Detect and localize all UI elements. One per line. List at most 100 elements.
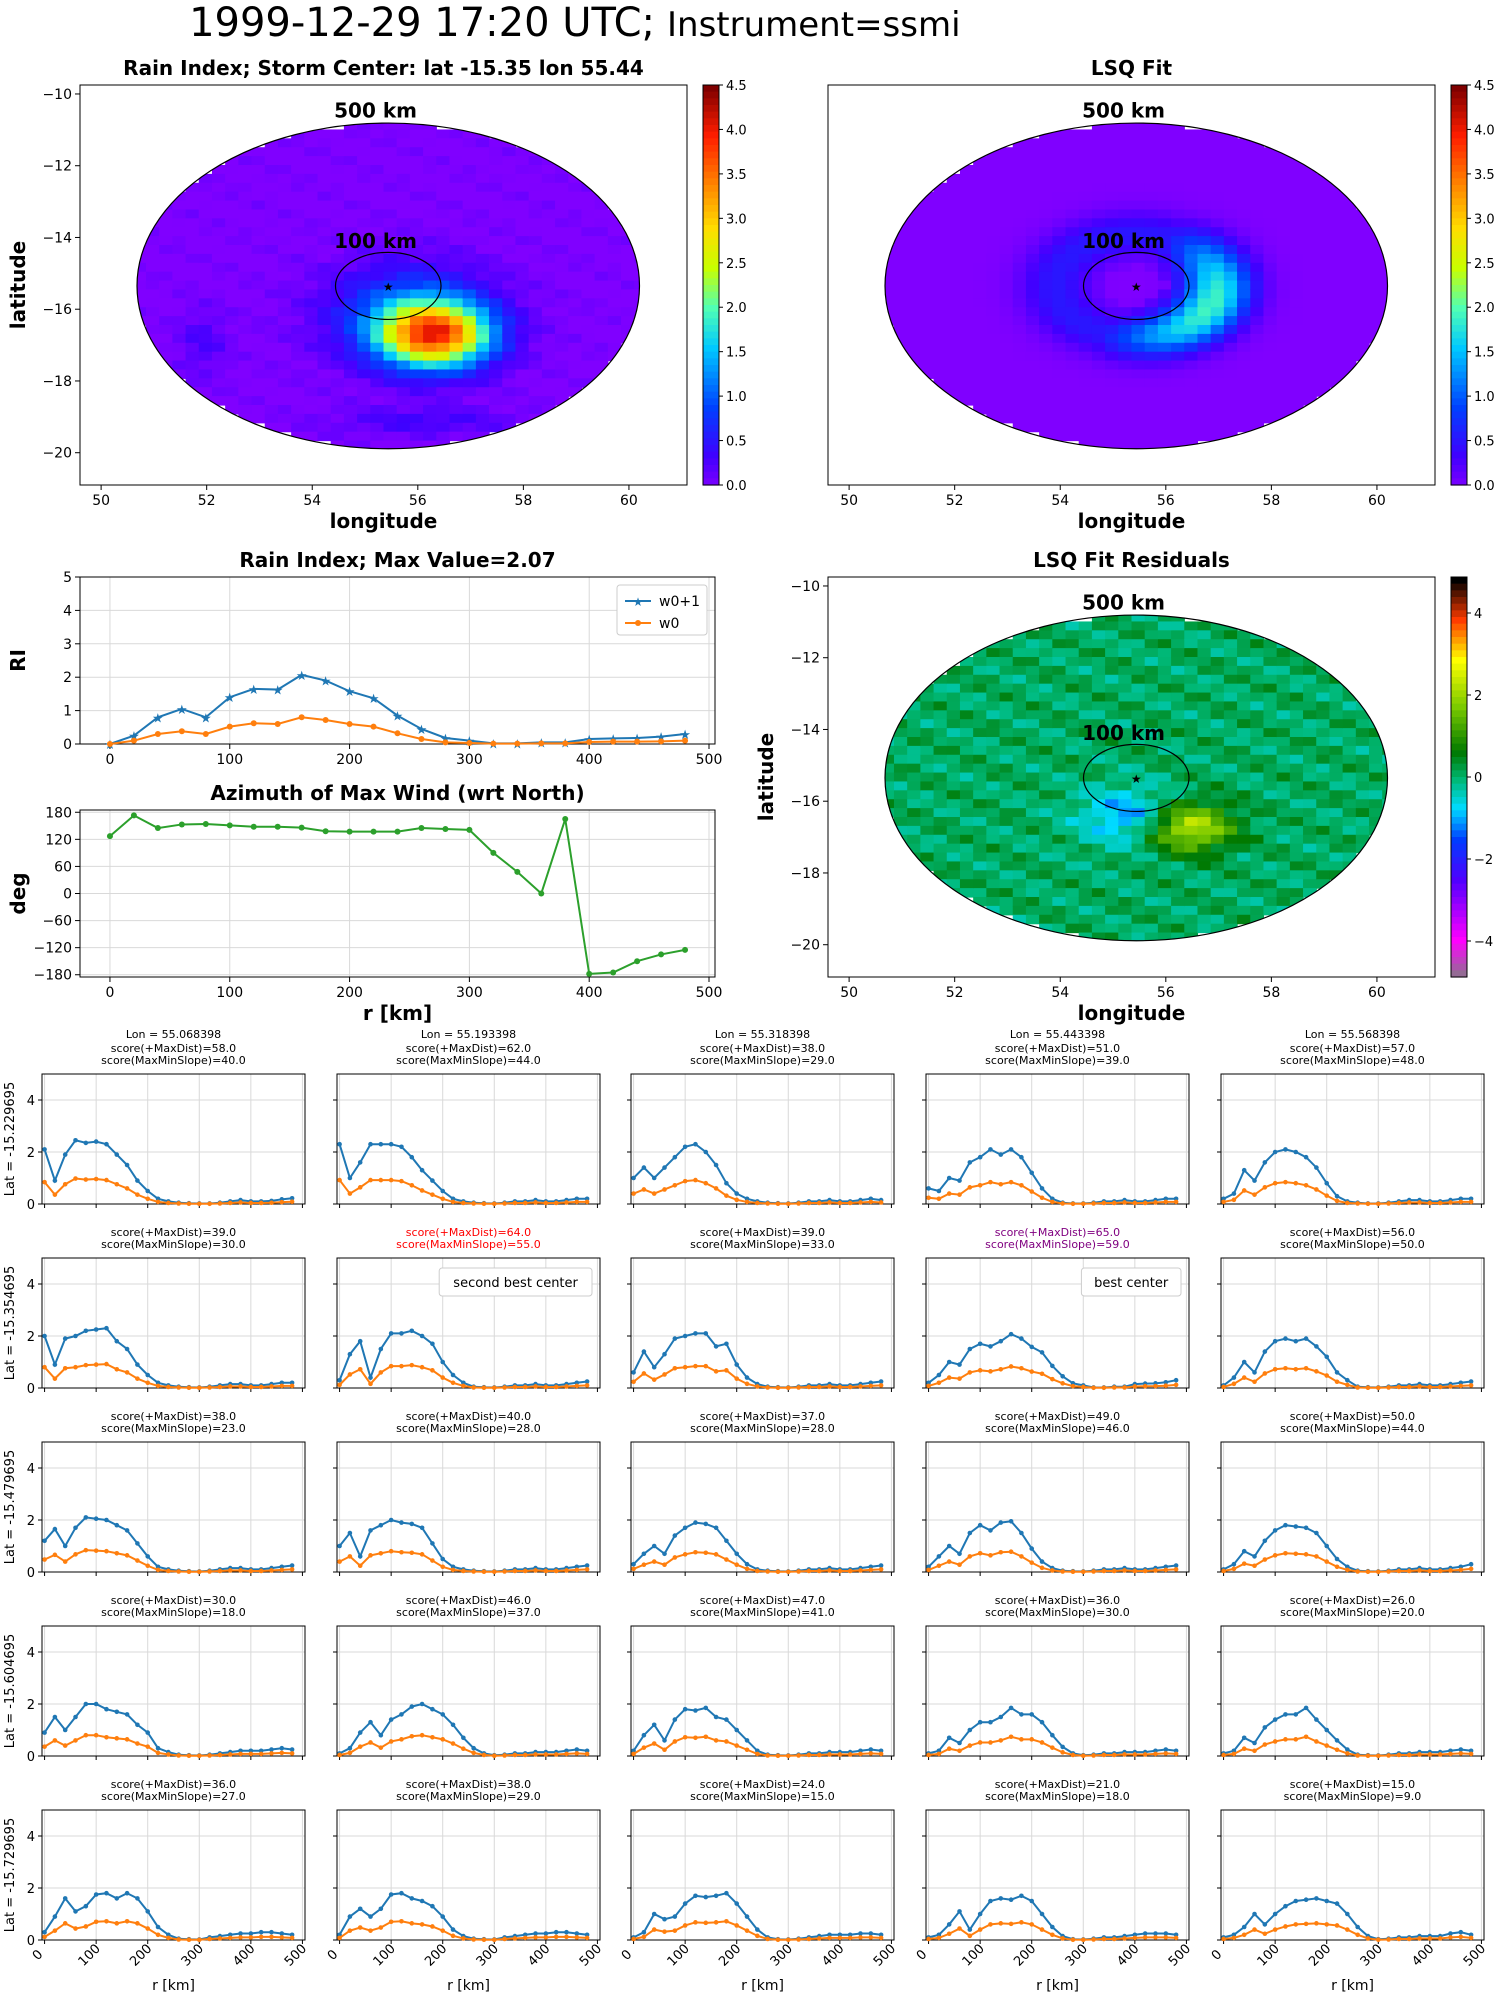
heatmap-cell	[1197, 298, 1212, 308]
heatmap-cell	[251, 360, 266, 371]
heatmap-cell	[291, 147, 305, 157]
heatmap-cell	[1091, 665, 1106, 676]
heatmap-cell	[291, 138, 305, 148]
heatmap-cell	[1091, 227, 1106, 237]
heatmap-cell	[1289, 333, 1304, 344]
data-point	[248, 1200, 254, 1206]
heatmap-cell	[185, 369, 200, 379]
data-point	[988, 1147, 993, 1152]
heatmap-cell	[462, 156, 477, 166]
heatmap-cell	[920, 692, 935, 703]
heatmap-cell	[907, 307, 921, 317]
colorbar-band	[1451, 937, 1467, 945]
data-point	[1283, 1522, 1288, 1528]
heatmap-cell	[959, 271, 974, 282]
heatmap-cell	[1276, 648, 1291, 658]
heatmap-cell	[1131, 280, 1146, 291]
heatmap-cell	[555, 307, 569, 317]
heatmap-cell	[383, 360, 398, 371]
heatmap-cell	[946, 843, 961, 854]
colorbar-band	[1451, 790, 1467, 798]
heatmap-cell	[291, 200, 305, 211]
heatmap-cell	[1131, 781, 1146, 791]
score-maxminslope: score(MaxMinSlope)=46.0	[985, 1422, 1130, 1435]
label-500km: 500 km	[1082, 590, 1165, 614]
heatmap-cell	[1118, 615, 1133, 623]
heatmap-cell	[999, 307, 1014, 317]
data-point	[734, 1376, 740, 1381]
data-point	[1163, 1383, 1169, 1389]
heatmap-cell	[462, 413, 477, 424]
heatmap-cell	[145, 227, 160, 237]
heatmap-cell	[1329, 701, 1344, 711]
heatmap-cell	[920, 861, 935, 871]
x-tick-label: 54	[303, 493, 321, 509]
heatmap-cell	[1223, 307, 1238, 317]
data-point	[368, 1375, 373, 1380]
data-point	[1050, 1568, 1055, 1573]
heatmap-cell	[1329, 710, 1344, 720]
data-point	[538, 890, 545, 897]
heatmap-cell	[1171, 396, 1185, 406]
heatmap-cell	[581, 333, 596, 344]
heatmap-cell	[1197, 307, 1212, 317]
heatmap-cell	[1012, 630, 1027, 640]
heatmap-cell	[396, 378, 411, 388]
heatmap-cell	[920, 253, 935, 264]
heatmap-cell	[1118, 165, 1133, 175]
data-point	[258, 1200, 264, 1206]
heatmap-cell	[1052, 772, 1067, 783]
heatmap-cell	[423, 147, 437, 157]
heatmap-cell	[933, 209, 948, 219]
data-point	[450, 1380, 456, 1386]
heatmap-cell	[999, 289, 1014, 299]
heatmap-cell	[449, 138, 464, 148]
heatmap-cell	[1329, 262, 1344, 273]
heatmap-cell	[959, 781, 974, 791]
heatmap-cell	[1210, 138, 1225, 148]
heatmap-cell	[1342, 351, 1357, 362]
heatmap-cell	[198, 325, 213, 335]
data-point	[52, 1178, 58, 1183]
heatmap-cell	[1171, 781, 1185, 791]
heatmap-cell	[502, 147, 517, 157]
heatmap-cell	[528, 182, 543, 193]
heatmap-cell	[251, 253, 266, 264]
heatmap-cell	[277, 200, 292, 211]
heatmap-cell	[946, 227, 961, 237]
heatmap-cell	[1382, 262, 1388, 273]
heatmap-cell	[475, 182, 490, 193]
heatmap-cell	[145, 262, 160, 273]
heatmap-cell	[1276, 387, 1291, 397]
heatmap-cell	[541, 165, 556, 175]
heatmap-cell	[462, 182, 477, 193]
heatmap-cell	[357, 342, 371, 353]
heatmap-cell	[1012, 754, 1027, 765]
heatmap-cell	[330, 218, 345, 228]
heatmap-cell	[973, 298, 987, 308]
heatmap-cell	[1289, 719, 1304, 729]
heatmap-cell	[1091, 262, 1106, 273]
heatmap-cell	[999, 325, 1014, 335]
heatmap-cell	[462, 191, 477, 202]
heatmap-cell	[1078, 745, 1093, 756]
y-tick-label: −18	[42, 374, 72, 390]
heatmap-cell	[1144, 728, 1159, 738]
data-point: ★	[296, 669, 308, 684]
colorbar-band	[1451, 630, 1467, 638]
heatmap-cell	[462, 369, 477, 379]
heatmap-cell	[383, 218, 398, 228]
data-point	[765, 1385, 770, 1390]
heatmap-cell	[1131, 405, 1146, 415]
data-point	[1173, 1377, 1179, 1383]
heatmap-cell	[1012, 191, 1027, 202]
heatmap-cell	[1250, 218, 1265, 228]
heatmap-cell	[528, 405, 543, 415]
heatmap-cell	[1342, 737, 1357, 747]
heatmap-cell	[172, 218, 187, 228]
heatmap-cell	[357, 262, 371, 273]
heatmap-cell	[1303, 333, 1317, 344]
heatmap-cell	[449, 129, 464, 139]
heatmap-cell	[1184, 129, 1199, 139]
heatmap-cell	[920, 834, 935, 845]
